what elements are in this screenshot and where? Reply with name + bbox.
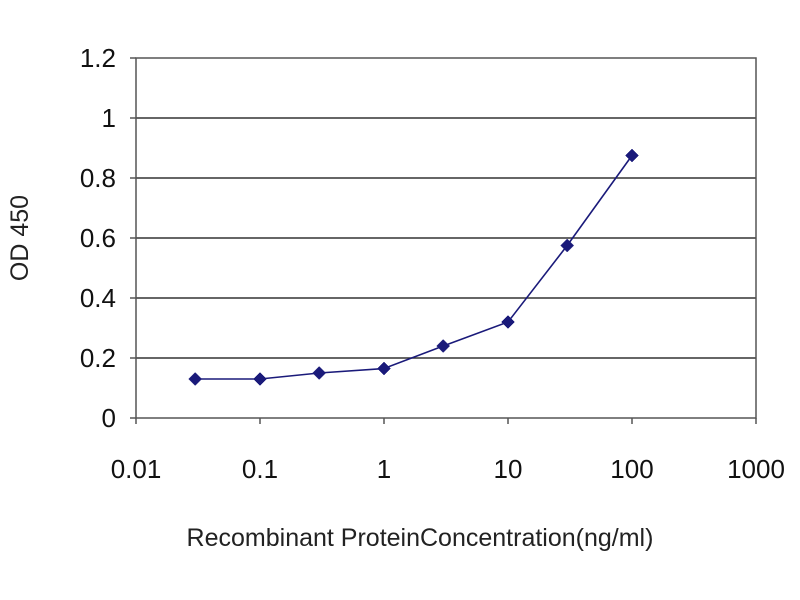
data-point xyxy=(625,148,639,163)
data-point xyxy=(377,361,391,376)
y-tick-label: 1.2 xyxy=(80,43,116,73)
y-tick-label: 0 xyxy=(102,403,116,433)
data-point xyxy=(253,372,267,386)
x-tick-label: 100 xyxy=(610,454,653,484)
x-tick-label: 10 xyxy=(494,454,523,484)
x-tick-label: 1 xyxy=(377,454,391,484)
y-tick-label: 0.8 xyxy=(80,163,116,193)
data-point xyxy=(312,366,327,380)
data-point xyxy=(560,238,575,253)
axis-ticks xyxy=(130,57,757,424)
y-tick-labels: 0 0.2 0.4 0.6 0.8 1 1.2 xyxy=(80,43,116,433)
x-tick-label: 0.01 xyxy=(111,454,162,484)
series-line xyxy=(195,155,633,380)
y-axis-label: OD 450 xyxy=(6,195,34,281)
data-point xyxy=(188,372,203,386)
y-tick-label: 0.6 xyxy=(80,223,116,253)
y-tick-label: 0.4 xyxy=(80,283,116,313)
data-point xyxy=(436,339,451,353)
x-tick-labels: 0.01 0.1 1 10 100 1000 xyxy=(111,454,785,484)
series-layer xyxy=(188,148,639,386)
x-tick-label: 0.1 xyxy=(242,454,278,484)
x-axis-label: Recombinant ProteinConcentration(ng/ml) xyxy=(187,524,654,552)
grid-lines xyxy=(136,117,756,359)
data-point xyxy=(501,315,515,329)
y-tick-label: 0.2 xyxy=(80,343,116,373)
y-tick-label: 1 xyxy=(102,103,116,133)
x-tick-label: 1000 xyxy=(727,454,785,484)
